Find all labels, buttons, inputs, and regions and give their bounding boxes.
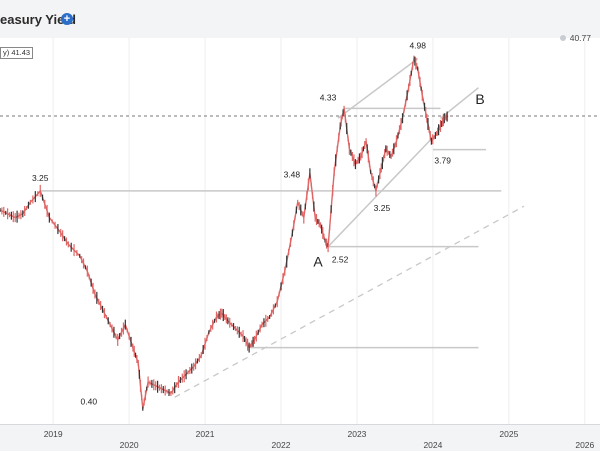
x-tick-label-0: 2019	[44, 429, 63, 439]
annotation-label-0: 4.98	[409, 41, 426, 51]
annotation-label-2: 3.48	[284, 169, 301, 179]
price-series	[0, 55, 449, 411]
right-value: 40.77	[559, 33, 591, 43]
annotation-label-6: 2.52	[332, 255, 349, 265]
x-tick-label-2: 2021	[196, 429, 215, 439]
value-dot-icon	[559, 35, 566, 41]
x-axis: 2019 2020 2021 2022 2023 2024 2025 2026	[0, 424, 600, 451]
dashed-trendline	[174, 205, 525, 398]
x-tick-label-7: 2026	[575, 440, 594, 450]
yield-series-line	[0, 57, 449, 410]
annotation-label-7: 0.40	[81, 397, 98, 407]
price-annotations: 4.98 4.33 3.48 3.25 3.25 3.79 2.52 0.40 A B	[32, 41, 485, 407]
x-tick-label-1: 2020	[120, 440, 139, 450]
x-tick-label-4: 2023	[348, 429, 367, 439]
x-axis-ticks: 2019 2020 2021 2022 2023 2024 2025 2026	[44, 429, 595, 450]
grid-lines	[52, 38, 586, 424]
chart-header: easury Yield +	[0, 0, 600, 38]
x-tick-label-5: 2024	[423, 440, 442, 450]
channel-upper-line	[337, 58, 419, 119]
right-value-text: 40.77	[569, 33, 591, 43]
add-plus-icon[interactable]: +	[61, 13, 73, 25]
annotation-label-8: A	[313, 254, 323, 270]
chart-title: easury Yield	[0, 12, 76, 27]
annotation-label-3: 3.25	[32, 173, 49, 183]
x-tick-label-6: 2025	[499, 429, 518, 439]
annotation-label-4: 3.25	[374, 203, 391, 213]
channel-lower-line	[327, 136, 434, 248]
indicator-label: y) 41.43	[0, 47, 34, 59]
annotation-label-9: B	[475, 91, 484, 107]
trendline-overlays	[0, 58, 600, 398]
annotation-label-1: 4.33	[320, 92, 337, 102]
x-tick-label-3: 2022	[272, 440, 291, 450]
annotation-label-5: 3.79	[434, 156, 451, 166]
